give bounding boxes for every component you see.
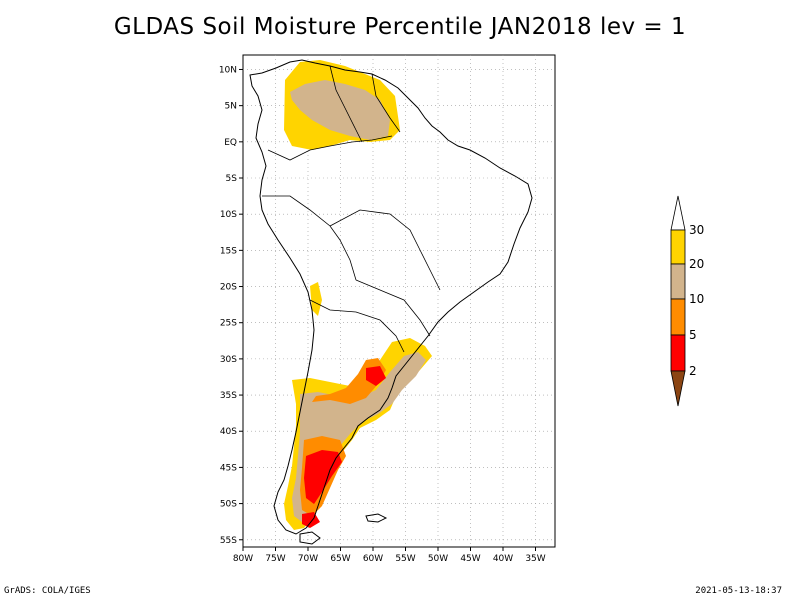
- y-tick-label-45S: 45S: [220, 463, 237, 473]
- x-tick-label-50W: 50W: [428, 554, 448, 564]
- y-tick-label-20S: 20S: [220, 283, 237, 293]
- y-tick-label-30S: 30S: [220, 355, 237, 365]
- colorbar-bin-2-5: [670, 334, 686, 372]
- shaded-region-20-30: [310, 282, 322, 316]
- y-tick-label-5N: 5N: [225, 102, 237, 112]
- footer-credit: GrADS: COLA/IGES: [4, 586, 91, 596]
- y-tick-label-5S: 5S: [226, 174, 238, 184]
- x-tick-label-40W: 40W: [493, 554, 513, 564]
- shaded-region-10-20: [292, 352, 426, 522]
- x-tick-label-35W: 35W: [525, 554, 545, 564]
- y-tick-label-35S: 35S: [220, 391, 237, 401]
- y-tick-label-55S: 55S: [220, 536, 237, 546]
- colorbar-label-10: 10: [689, 292, 704, 306]
- footer-timestamp: 2021-05-13-18:37: [695, 586, 782, 596]
- y-tick-label-10S: 10S: [220, 210, 237, 220]
- shaded-region-2-5: [302, 512, 320, 528]
- colorbar-top-triangle: [670, 195, 686, 231]
- x-tick-label-55W: 55W: [395, 554, 415, 564]
- colorbar-bin-10-20: [670, 263, 686, 300]
- falklands: [365, 513, 388, 523]
- inland-borders: [262, 65, 441, 353]
- x-tick-label-45W: 45W: [460, 554, 480, 564]
- shaded-region-2-5: [304, 450, 342, 504]
- y-tick-label-EQ: EQ: [224, 138, 237, 148]
- x-tick-labels: 80W 75W 70W 65W 60W 55W 50W 45W 40W 35W: [233, 547, 546, 564]
- shaded-regions: [284, 60, 432, 530]
- x-tick-label-65W: 65W: [330, 554, 350, 564]
- colorbar: 30 20 10 5 2: [670, 195, 704, 407]
- tierra-del-fuego: [299, 531, 321, 545]
- x-tick-label-70W: 70W: [298, 554, 318, 564]
- colorbar-bin-20-30: [670, 229, 686, 265]
- shaded-region-2-5: [366, 366, 386, 386]
- chart-title: GLDAS Soil Moisture Percentile JAN2018 l…: [113, 14, 687, 40]
- y-tick-labels: 10N 5N EQ 5S 10S 15S 20S 25S 30S 35S 40S 45S 50S 55S: [219, 65, 243, 546]
- shaded-region-10-20: [290, 80, 390, 140]
- colorbar-bin-5-10: [670, 298, 686, 336]
- colorbar-bottom-triangle: [670, 370, 686, 407]
- coastline-outline: [249, 59, 533, 545]
- y-tick-label-15S: 15S: [220, 246, 237, 256]
- y-tick-label-50S: 50S: [220, 500, 237, 510]
- colorbar-label-5: 5: [689, 328, 697, 342]
- x-tick-label-80W: 80W: [233, 554, 253, 564]
- colorbar-label-2: 2: [689, 364, 697, 378]
- colorbar-label-30: 30: [689, 223, 704, 237]
- x-tick-label-75W: 75W: [265, 554, 285, 564]
- y-tick-label-40S: 40S: [220, 427, 237, 437]
- south-america-coastline: [249, 59, 533, 535]
- x-tick-label-60W: 60W: [363, 554, 383, 564]
- y-tick-label-25S: 25S: [220, 319, 237, 329]
- colorbar-label-20: 20: [689, 257, 704, 271]
- y-tick-label-10N: 10N: [219, 65, 237, 75]
